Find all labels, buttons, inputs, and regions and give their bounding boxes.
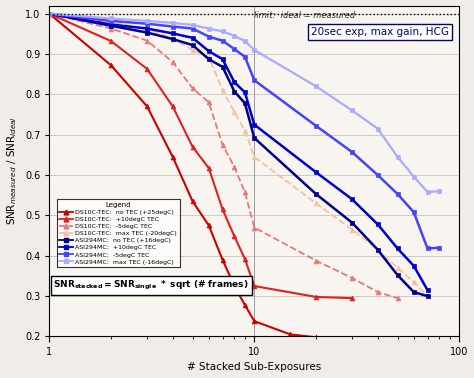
Text: $\mathbf{SNR_{stacked} = SNR_{single}\ *\ sqrt\ (\#\ frames)}$: $\mathbf{SNR_{stacked} = SNR_{single}\ *… [54, 279, 249, 292]
Text: 20sec exp, max gain, HCG: 20sec exp, max gain, HCG [311, 27, 449, 37]
X-axis label: # Stacked Sub-Exposures: # Stacked Sub-Exposures [187, 363, 321, 372]
Text: limit:  ideal = measured: limit: ideal = measured [254, 11, 356, 20]
Legend: DS10C-TEC:  no TEC (+25degC), DS10C-TEC:  +10degC TEC, DS10C-TEC:  -5degC TEC, D: DS10C-TEC: no TEC (+25degC), DS10C-TEC: … [56, 199, 180, 267]
Y-axis label: SNR$_{measured}$ / SNR$_{ideal}$: SNR$_{measured}$ / SNR$_{ideal}$ [6, 116, 19, 226]
